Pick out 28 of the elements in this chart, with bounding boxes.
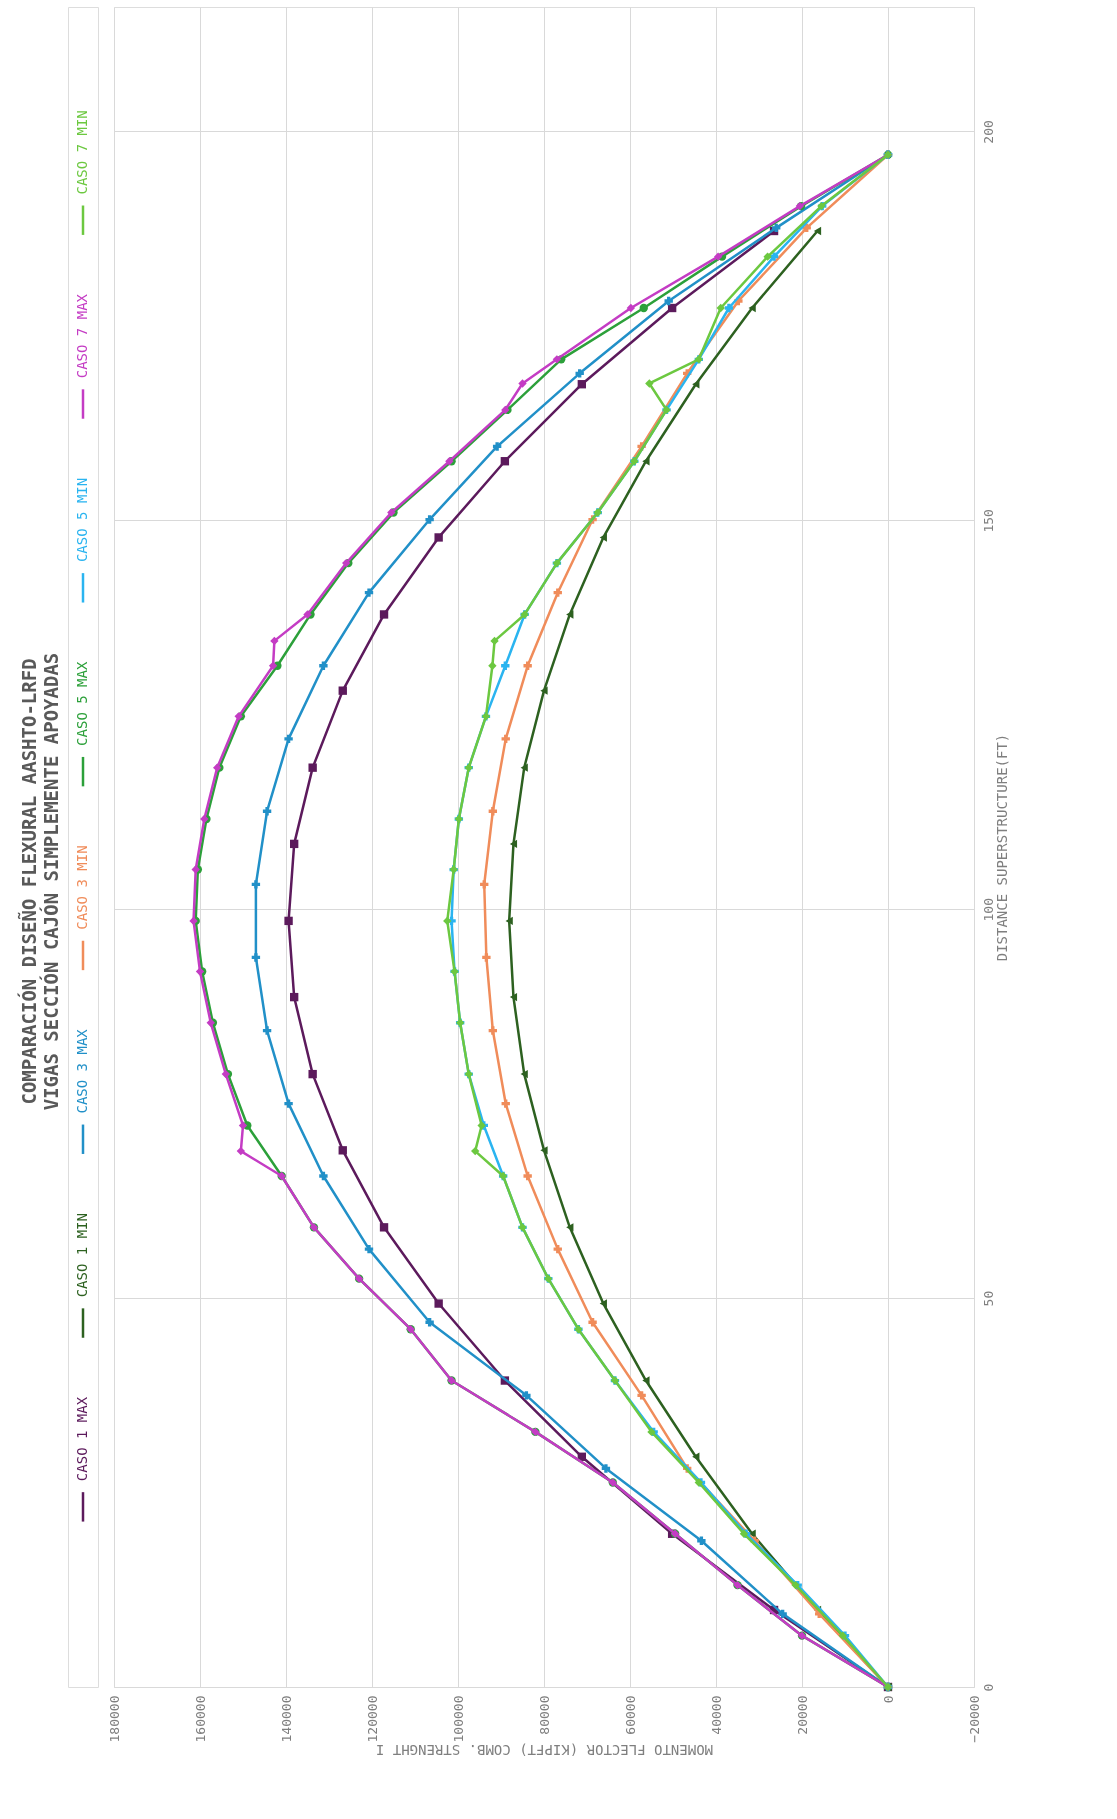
text: CASO 7 MAX [74, 293, 90, 379]
x-tick-label: 40000 [708, 1695, 724, 1735]
text: CASO 1 MIN [74, 1213, 90, 1298]
x-tick-label: 160000 [192, 1695, 208, 1743]
y-tick-label: 200 [980, 120, 996, 144]
x-tick-label: 180000 [106, 1695, 122, 1743]
text: CASO 7 MIN [74, 110, 90, 195]
x-tick-label: 0 [880, 1695, 896, 1704]
x-tick-label: −20000 [966, 1695, 982, 1743]
x-tick-label: 140000 [278, 1695, 294, 1743]
text: CASO 1 MAX [74, 1396, 90, 1482]
y-tick-label: 50 [980, 1290, 996, 1307]
y-axis-title: DISTANCE SUPERSTRUCTURE(FT) [993, 733, 1010, 962]
text: COMPARACIÓN DISEÑO FLEXURAL AASHTO-LRFD [16, 658, 40, 1105]
y-tick-label: 0 [980, 1683, 996, 1692]
y-tick-label: 150 [980, 509, 996, 533]
x-tick-label: 100000 [450, 1695, 466, 1743]
text: CASO 3 MIN [74, 845, 90, 930]
x-tick-label: 120000 [364, 1695, 380, 1743]
x-tick-label: 60000 [622, 1695, 638, 1735]
text: VIGAS SECCIÓN CAJÓN SIMPLEMENTE APOYADAS [38, 652, 62, 1111]
x-tick-label: 20000 [794, 1695, 810, 1735]
text: CASO 3 MAX [74, 1028, 90, 1114]
x-tick-label: 80000 [536, 1695, 552, 1735]
x-axis-title: MOMENTO FLECTOR (KIPFT) COMB. STRENGHT I [375, 1742, 714, 1759]
y-tick-label: 100 [980, 897, 996, 922]
text: CASO 5 MIN [74, 477, 90, 563]
text: CASO 5 MAX [74, 661, 90, 746]
